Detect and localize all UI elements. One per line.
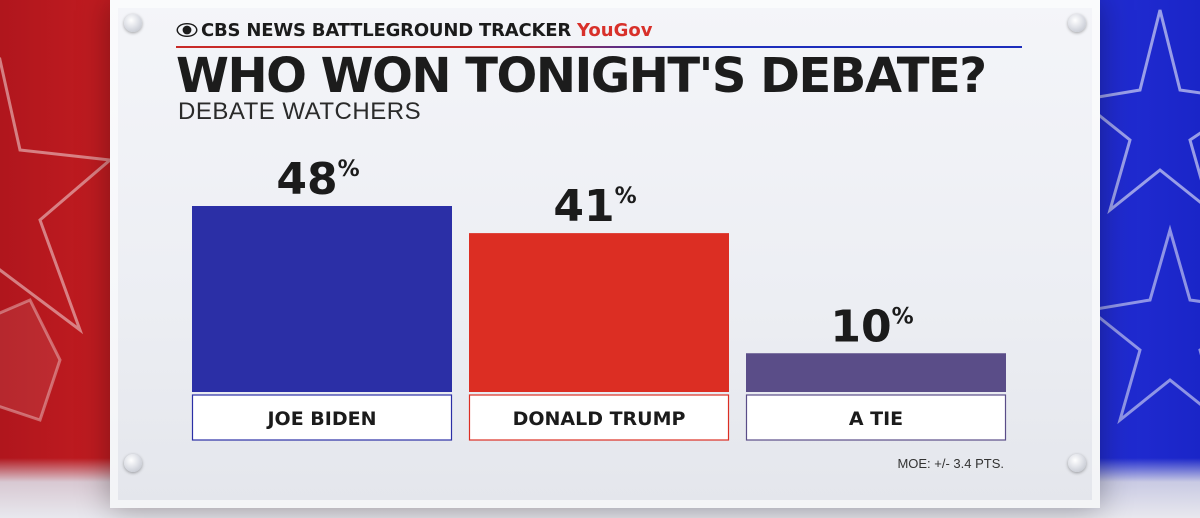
data-label-3: 10% — [830, 301, 913, 352]
bar-3 — [746, 353, 1006, 392]
panel-bolt — [1068, 454, 1086, 472]
category-box-1 — [191, 394, 453, 441]
chart-subtitle: DEBATE WATCHERS — [178, 98, 422, 125]
brand-header: CBS NEWS BATTLEGROUND TRACKER YouGov — [176, 16, 652, 44]
margin-of-error: MOE: +/- 3.4 PTS. — [897, 456, 1004, 471]
data-label-1: 48% — [276, 154, 359, 205]
category-label-1: JOE BIDEN — [265, 408, 376, 430]
category-label-2: DONALD TRUMP — [513, 408, 686, 430]
category-box-3 — [745, 394, 1007, 441]
partner-logo: YouGov — [577, 19, 653, 41]
category-label-3: A TIE — [849, 408, 903, 430]
data-label-2: 41% — [553, 181, 636, 232]
panel-bolt — [124, 14, 142, 32]
star-decoration-left — [0, 57, 110, 422]
chart-title: WHO WON TONIGHT'S DEBATE? — [176, 48, 987, 104]
cbs-eye-icon — [176, 23, 198, 37]
bar-2 — [469, 233, 729, 392]
panel-bolt — [1068, 14, 1086, 32]
header-divider — [176, 46, 1022, 48]
panel-bolt — [124, 454, 142, 472]
bar-chart: 48% JOE BIDEN 41% DONALD TRUMP 10% A TIE — [191, 154, 1007, 441]
panel-frame — [110, 0, 1100, 508]
star-decoration-right — [1090, 9, 1200, 425]
chart-panel: CBS NEWS BATTLEGROUND TRACKER YouGov WHO… — [110, 0, 1100, 508]
brand-name: CBS NEWS BATTLEGROUND TRACKER — [201, 19, 572, 41]
bar-1 — [192, 206, 452, 392]
category-box-2 — [468, 394, 730, 441]
